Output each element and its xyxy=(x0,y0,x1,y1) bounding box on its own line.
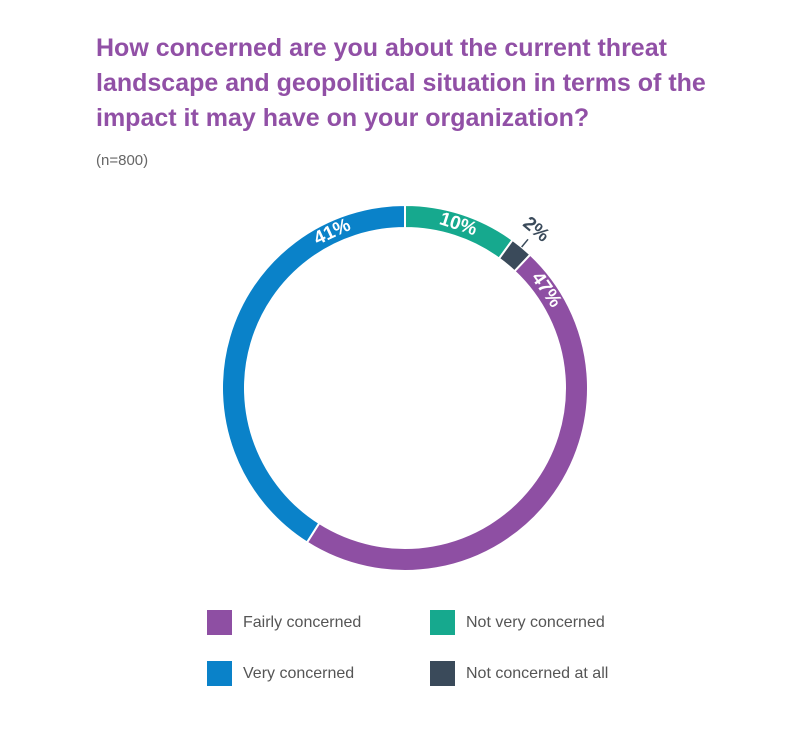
legend-label: Not concerned at all xyxy=(466,665,608,682)
legend-label: Fairly concerned xyxy=(243,614,361,631)
legend-swatch xyxy=(430,610,455,635)
chart-title: impact it may have on your organization? xyxy=(96,104,589,132)
legend-swatch xyxy=(207,610,232,635)
leader-line xyxy=(521,238,529,248)
legend-label: Very concerned xyxy=(243,665,354,682)
pie-slice xyxy=(221,203,406,544)
data-label: 2% xyxy=(519,213,554,247)
chart-title: How concerned are you about the current … xyxy=(96,34,668,62)
chart-title: landscape and geopolitical situation in … xyxy=(96,69,706,97)
legend-label: Not very concerned xyxy=(466,614,605,631)
legend-swatch xyxy=(207,661,232,686)
chart-subtitle: (n=800) xyxy=(96,152,148,169)
legend-swatch xyxy=(430,661,455,686)
